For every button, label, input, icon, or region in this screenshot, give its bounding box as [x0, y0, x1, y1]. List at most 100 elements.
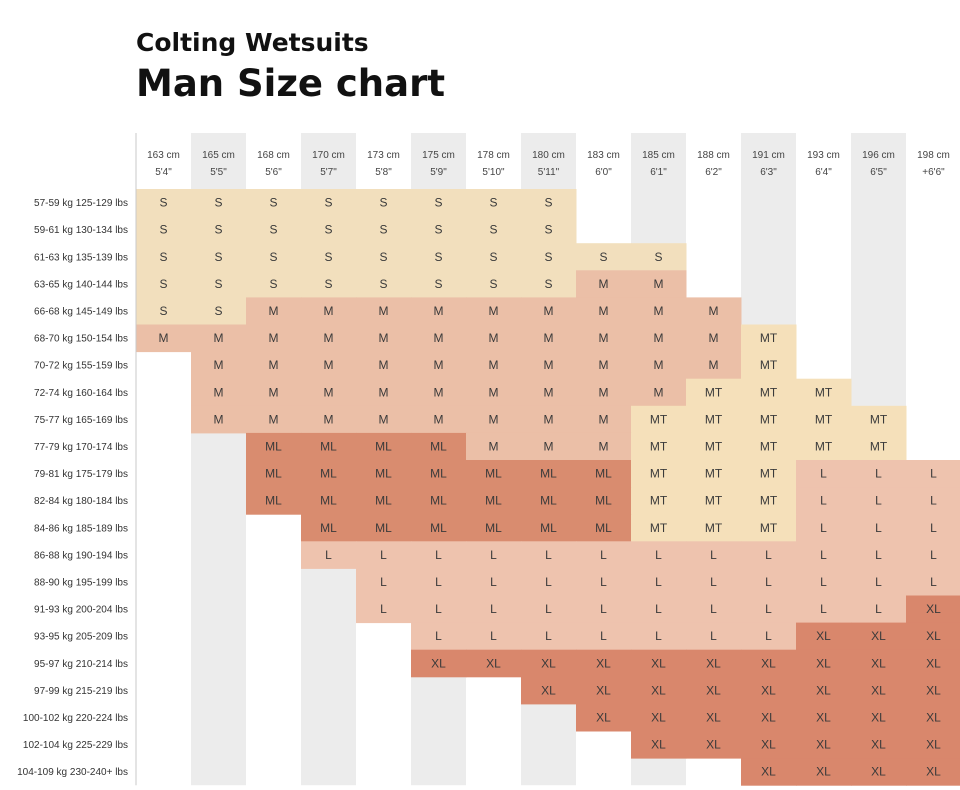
size-cell [521, 568, 577, 596]
row-label: 75-77 kg 165-169 lbs [34, 415, 128, 426]
size-cell [906, 703, 960, 732]
size-cell-label: L [930, 548, 937, 562]
size-cell [191, 243, 247, 271]
size-cell [576, 351, 632, 380]
size-cell-label: L [930, 494, 937, 508]
row-label: 66-68 kg 145-149 lbs [34, 306, 128, 317]
size-cell [741, 703, 797, 732]
size-cell-label: S [214, 196, 222, 210]
size-cell-label: M [159, 331, 169, 345]
size-cell [631, 731, 687, 759]
size-cell-label: XL [651, 738, 666, 752]
size-cell-label: S [324, 277, 332, 291]
size-cell [301, 243, 357, 271]
size-cell [411, 378, 467, 407]
size-cell-label: XL [706, 710, 721, 724]
size-cell [796, 378, 852, 407]
size-cell [246, 432, 302, 461]
size-cell-label: M [269, 358, 279, 372]
size-cell-label: L [930, 575, 937, 589]
column-header-cm: 178 cm [477, 150, 510, 161]
size-cell-label: S [159, 223, 167, 237]
size-cell-label: L [875, 575, 882, 589]
column-header-cm: 163 cm [147, 150, 180, 161]
size-cell-label: L [765, 602, 772, 616]
size-cell [411, 514, 467, 542]
size-cell [576, 649, 632, 678]
size-cell [686, 378, 742, 407]
size-cell-label: L [600, 548, 607, 562]
column-headers: 163 cm 5'4" 165 cm 5'5" 168 cm 5'6" 170 cm 5'7"… [147, 150, 950, 178]
size-cell-label: S [214, 304, 222, 318]
size-cell-label: L [380, 575, 387, 589]
row-label: 88-90 kg 195-199 lbs [34, 577, 128, 588]
size-cell [356, 270, 412, 298]
size-cell [356, 216, 412, 244]
size-cell [411, 270, 467, 298]
size-cell [576, 297, 632, 325]
size-cell [576, 270, 632, 298]
column-header-ft: 6'1" [650, 167, 667, 178]
column-header-cm: 183 cm [587, 150, 620, 161]
size-cell-label: L [600, 629, 607, 643]
column-header-cm: 170 cm [312, 150, 345, 161]
size-cell [741, 758, 797, 786]
size-cell [301, 405, 357, 434]
size-cell [906, 460, 960, 488]
size-cell-label: ML [320, 439, 337, 453]
size-cell-label: MT [705, 385, 723, 399]
size-cell-label: M [709, 331, 719, 345]
column-header-ft: 5'11" [538, 167, 560, 178]
size-cell-label: M [269, 331, 279, 345]
size-cell-label: ML [375, 521, 392, 535]
size-cell-label: L [875, 467, 882, 481]
size-cell [631, 541, 687, 569]
size-cell-label: M [379, 385, 389, 399]
size-cell [301, 270, 357, 298]
size-cell [576, 378, 632, 407]
size-cell [301, 324, 357, 353]
size-cell-label: L [875, 494, 882, 508]
size-cell [741, 676, 797, 705]
size-cell-label: XL [651, 683, 666, 697]
row-label: 59-61 kg 130-134 lbs [34, 225, 128, 236]
size-cell [851, 405, 907, 434]
size-cell-label: L [820, 467, 827, 481]
size-cell [906, 731, 960, 759]
size-cell-label: L [765, 629, 772, 643]
size-cell-label: L [545, 548, 552, 562]
size-cell [521, 216, 577, 244]
size-cell [686, 595, 742, 624]
size-cell-label: XL [871, 683, 886, 697]
size-cell [356, 514, 412, 542]
size-cell-label: L [655, 548, 662, 562]
size-cell [521, 595, 577, 624]
size-cell-label: M [434, 358, 444, 372]
size-cell [631, 487, 687, 515]
size-cell [741, 487, 797, 515]
size-cell-label: XL [596, 683, 611, 697]
size-cell [521, 541, 577, 569]
size-cell [466, 270, 522, 298]
size-cell-label: L [930, 467, 937, 481]
size-cell-label: S [159, 304, 167, 318]
size-cell [686, 432, 742, 461]
size-cell-label: M [434, 412, 444, 426]
size-cell [686, 703, 742, 732]
size-cell [576, 324, 632, 353]
column-header-cm: 193 cm [807, 150, 840, 161]
size-cell-label: XL [926, 602, 941, 616]
size-cell [741, 595, 797, 624]
size-cell-label: M [709, 358, 719, 372]
size-cell [851, 487, 907, 515]
size-cell-label: S [324, 196, 332, 210]
size-cell [906, 568, 960, 596]
size-cell [356, 378, 412, 407]
size-cell [466, 324, 522, 353]
size-cell [246, 351, 302, 380]
size-cell-label: M [214, 358, 224, 372]
size-cell [631, 324, 687, 353]
size-cell [521, 649, 577, 678]
size-cell [301, 189, 357, 217]
size-cell [631, 595, 687, 624]
